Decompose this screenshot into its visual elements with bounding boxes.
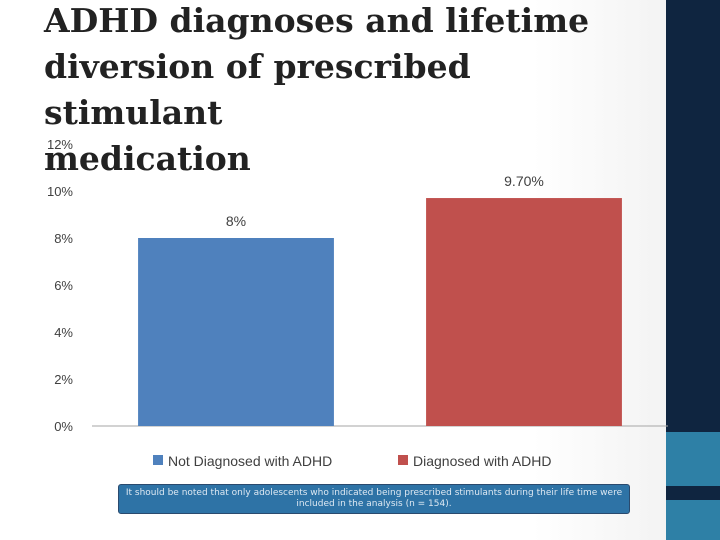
legend-swatch	[398, 455, 408, 465]
legend-label: Not Diagnosed with ADHD	[168, 453, 332, 469]
analysis-note: It should be noted that only adolescents…	[118, 484, 630, 514]
legend: Not Diagnosed with ADHD Diagnosed with AD…	[153, 453, 552, 469]
legend-label: Diagnosed with ADHD	[413, 453, 552, 469]
sidebar-accent-bottom	[666, 500, 720, 540]
bar	[426, 198, 622, 426]
bar-data-label: 8%	[226, 213, 246, 229]
y-tick-label: 4%	[54, 325, 73, 340]
slide-title: ADHD diagnoses and lifetime diversion of…	[44, 0, 644, 182]
y-axis: 0% 2% 4% 6% 8% 10% 12%	[47, 137, 73, 434]
title-line: diversion of prescribed stimulant	[44, 47, 471, 132]
y-tick-label: 2%	[54, 372, 73, 387]
legend-swatch	[153, 455, 163, 465]
data-labels: 8% 9.70%	[226, 173, 544, 229]
bar	[138, 238, 334, 426]
bar-data-label: 9.70%	[504, 173, 544, 189]
sidebar-accent-top	[666, 432, 720, 486]
y-tick-label: 8%	[54, 231, 73, 246]
title-line: medication	[44, 139, 251, 178]
y-tick-label: 10%	[47, 184, 73, 199]
y-tick-label: 12%	[47, 137, 73, 152]
bar-series	[138, 198, 622, 426]
title-line: ADHD diagnoses and lifetime	[44, 1, 590, 40]
y-tick-label: 6%	[54, 278, 73, 293]
y-tick-label: 0%	[54, 419, 73, 434]
